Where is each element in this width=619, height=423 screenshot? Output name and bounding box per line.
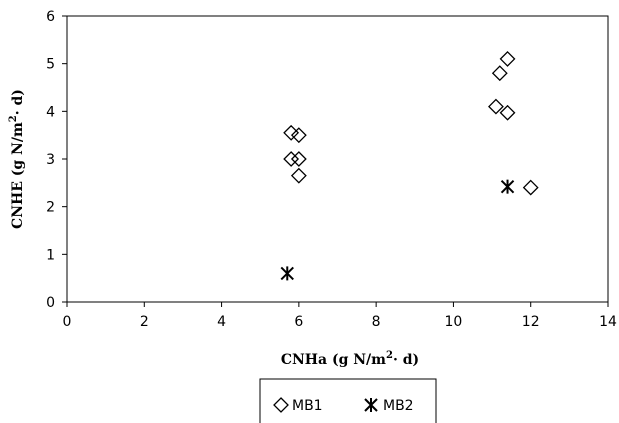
y-axis-title-sup: 2 [8,115,19,122]
x-axis-title: CNHa (g N/m2· d) [281,350,419,368]
x-axis-title-sup: 2 [386,350,393,361]
x-tick-label: 14 [599,314,617,330]
legend: MB1 MB2 [259,378,437,423]
y-tick-label: 5 [46,57,55,73]
x-axis-title-main: CNHa (g N/m [281,352,386,368]
legend-mb2-label: MB2 [383,398,414,414]
y-axis-title: CNHE (g N/m2· d) [8,89,26,229]
x-tick-label: 2 [140,314,149,330]
y-tick-label: 6 [46,9,55,25]
legend-mb1-label: MB1 [292,398,323,414]
legend-box [259,378,437,423]
x-axis: 0 2 4 6 8 10 12 14 [63,302,617,330]
plot-area [66,15,609,303]
legend-mb2-marker [364,398,378,412]
y-axis-title-tail: · d) [10,89,26,115]
y-tick-label: 1 [46,247,55,263]
y-axis-title-main: CNHE (g N/m [10,122,26,229]
x-tick-label: 6 [294,314,303,330]
x-tick-label: 8 [372,314,381,330]
mb1-point [290,167,307,184]
data-points [280,50,539,281]
y-tick-label: 3 [46,152,55,168]
mb1-point [283,151,300,167]
mb1-point [499,104,516,121]
mb1-point [491,65,508,82]
mb1-point [290,127,307,144]
x-tick-label: 10 [445,314,463,330]
mb1-point [499,50,516,67]
mb2-point [280,266,294,281]
mb1-point [522,179,539,196]
mb1-point [290,151,307,167]
x-tick-label: 4 [217,314,226,330]
mb2-point [500,179,515,194]
mb1-point [488,98,504,115]
x-axis-title-tail: · d) [393,352,419,368]
y-axis: 0 1 2 3 4 5 6 [46,9,67,311]
x-tick-label: 12 [522,314,540,330]
y-tick-label: 0 [46,295,55,311]
y-tick-label: 4 [46,104,55,120]
legend-mb1-marker [273,397,289,413]
y-tick-label: 2 [46,200,55,216]
x-tick-label: 0 [63,314,72,330]
